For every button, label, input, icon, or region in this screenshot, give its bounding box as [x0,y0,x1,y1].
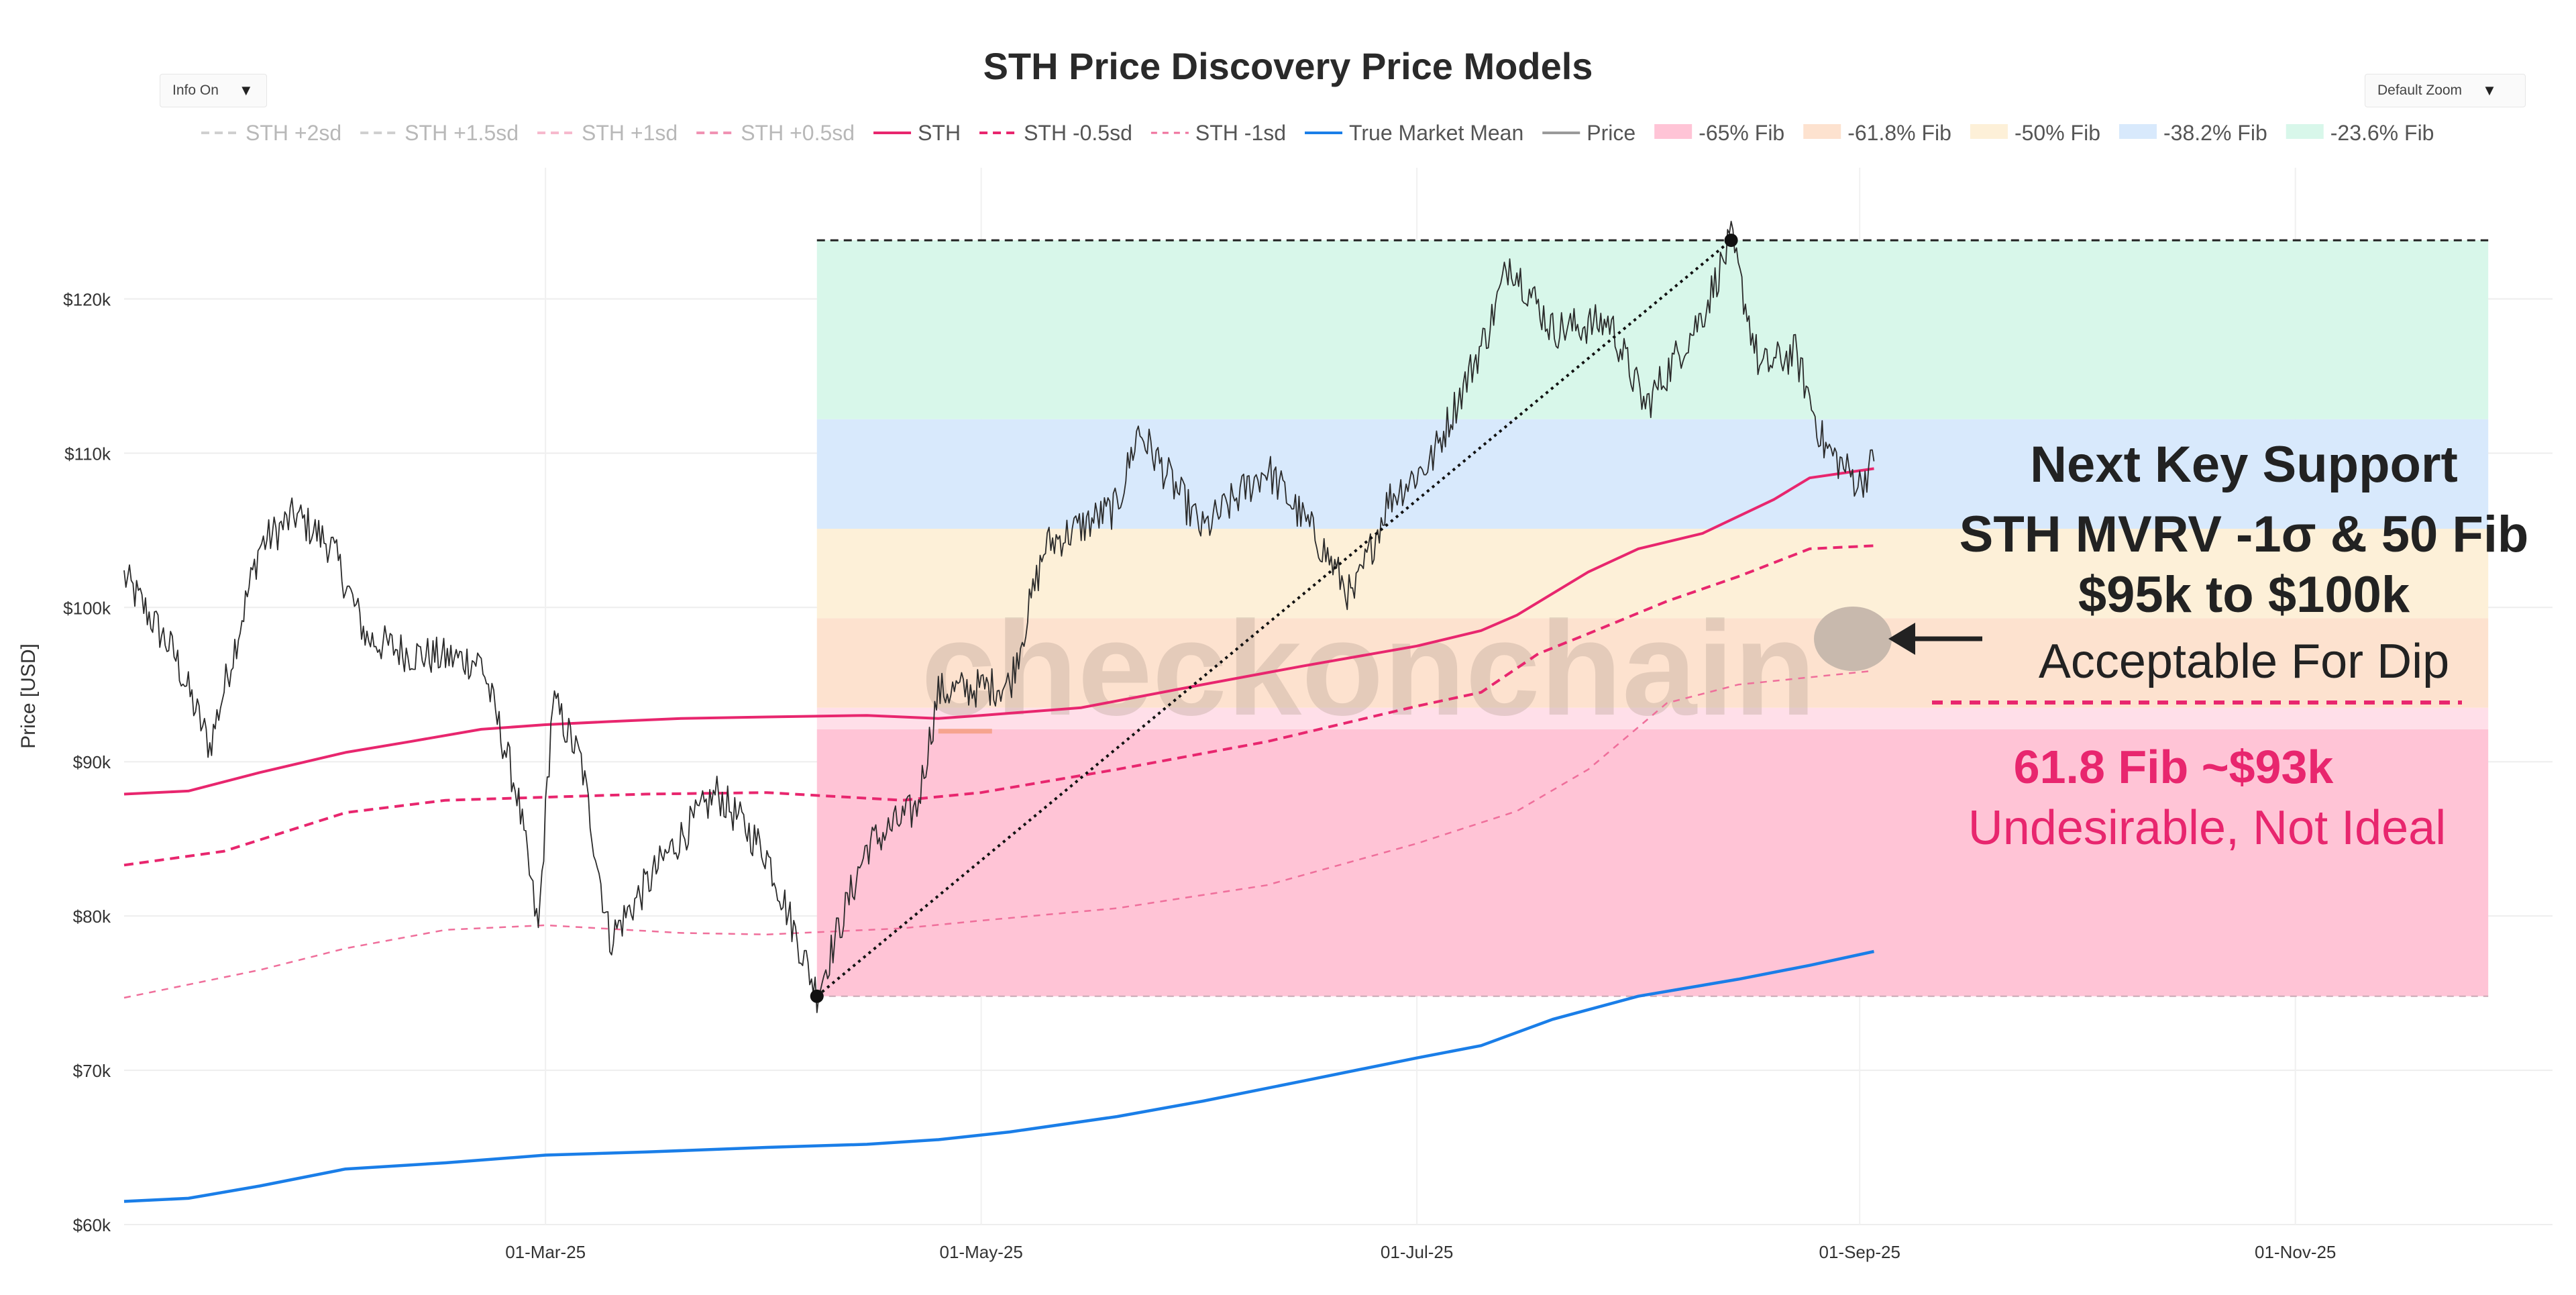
legend-label: Price [1587,121,1635,145]
y-tick-label: $120k [63,289,111,309]
chart-title: STH Price Discovery Price Models [983,45,1593,87]
legend-label: -61.8% Fib [1847,121,1951,145]
info-toggle-select[interactable]: Info On ▼ [160,74,267,107]
legend-label: STH +0.5sd [741,121,855,145]
x-tick-label: 01-Mar-25 [505,1242,586,1262]
fib-band [816,529,2489,619]
legend-item[interactable]: -61.8% Fib [1803,121,1951,145]
fib-band [816,419,2489,529]
series-lines [123,221,1875,1203]
zoom-select[interactable]: Default Zoom ▼ [2365,74,2526,107]
y-tick-label: $90k [73,752,111,772]
legend-item[interactable]: Price [1542,121,1635,145]
fib618-title: 61.8 Fib ~$93k [2014,741,2334,793]
chart-title-group: STH Price Discovery Price Models [983,45,1593,87]
annotations: Next Key Support STH MVRV -1σ & 50 Fib$95… [1814,436,2528,855]
watermark-group: checkonchain [921,594,1816,743]
support-range: $95k to $100k [2078,566,2410,623]
legend-item[interactable]: STH -0.5sd [979,121,1132,145]
legend-label: -65% Fib [1699,121,1784,145]
x-tick-label: 01-May-25 [940,1242,1023,1262]
support-subtitle: STH MVRV -1σ & 50 Fib [1960,506,2529,563]
legend-label: True Market Mean [1349,121,1523,145]
series-line-sth-1sd [123,670,1874,999]
y-tick-label: $80k [73,907,111,927]
trend-end-point [1724,234,1738,248]
series-line-sth [123,467,1874,796]
legend-item[interactable]: STH +2sd [201,121,341,145]
legend-label: -38.2% Fib [2163,121,2267,145]
legend-item[interactable]: -23.6% Fib [2286,121,2434,145]
legend-swatch [1654,124,1693,139]
axes: $60k $70k $80k $90k $100k $110k $120k 01-Mar-25… [17,289,2336,1262]
trend-line [816,239,1732,998]
legend-label: -23.6% Fib [2330,121,2434,145]
legend-item[interactable]: STH [873,121,961,145]
legend-item[interactable]: STH +1sd [537,121,678,145]
x-tick-label: 01-Sep-25 [1819,1242,1900,1262]
legend-label: -50% Fib [2015,121,2100,145]
y-tick-label: $60k [73,1215,111,1235]
legend-item[interactable]: STH -1sd [1150,121,1286,145]
fib618-note: Undesirable, Not Ideal [1968,801,2446,855]
watermark-text: checkonchain [921,594,1816,743]
legend-label: STH [918,121,961,145]
legend-label: STH +1.5sd [405,121,519,145]
series-line-sth-0-5sd [123,544,1874,867]
support-title: Next Key Support [2030,436,2458,493]
fib-band [816,707,2489,729]
legend-label: STH +2sd [246,121,341,145]
trend-start-point [810,989,824,1003]
support-bubble [1814,607,1892,671]
legend-item[interactable]: STH +1.5sd [360,121,519,145]
legend-item[interactable]: -65% Fib [1654,121,1784,145]
legend[interactable]: STH +2sd STH +1.5sd STH +1sd STH +0.5sd STH S… [201,121,2434,145]
chevron-down-icon: ▼ [238,82,254,99]
legend-swatch [2286,124,2324,139]
zoom-select-label: Default Zoom [2377,83,2463,98]
legend-swatch [2119,124,2157,139]
y-tick-label: $110k [64,444,111,464]
series-line-price [123,221,1875,1013]
marker-dash [938,729,992,734]
y-tick-label: $70k [73,1061,111,1081]
x-tick-label: 01-Jul-25 [1381,1242,1453,1262]
legend-label: STH -0.5sd [1024,121,1132,145]
legend-item[interactable]: -50% Fib [1970,121,2100,145]
fib-band [816,618,2489,708]
y-axis-label: Price [USD] [17,643,40,749]
x-tick-label: 01-Nov-25 [2255,1242,2336,1262]
chevron-down-icon: ▼ [2482,82,2497,99]
legend-swatch [1970,124,2008,139]
legend-item[interactable]: STH +0.5sd [696,121,855,145]
legend-label: STH -1sd [1195,121,1286,145]
legend-item[interactable]: -38.2% Fib [2119,121,2267,145]
support-arrow-head [1888,623,1915,655]
legend-item[interactable]: True Market Mean [1305,121,1523,145]
legend-swatch [1803,124,1841,139]
y-tick-label: $100k [63,598,111,618]
support-note: Acceptable For Dip [2039,635,2449,688]
info-toggle-label: Info On [172,83,219,98]
legend-label: STH +1sd [582,121,678,145]
series-line-true-market-mean [123,949,1874,1203]
